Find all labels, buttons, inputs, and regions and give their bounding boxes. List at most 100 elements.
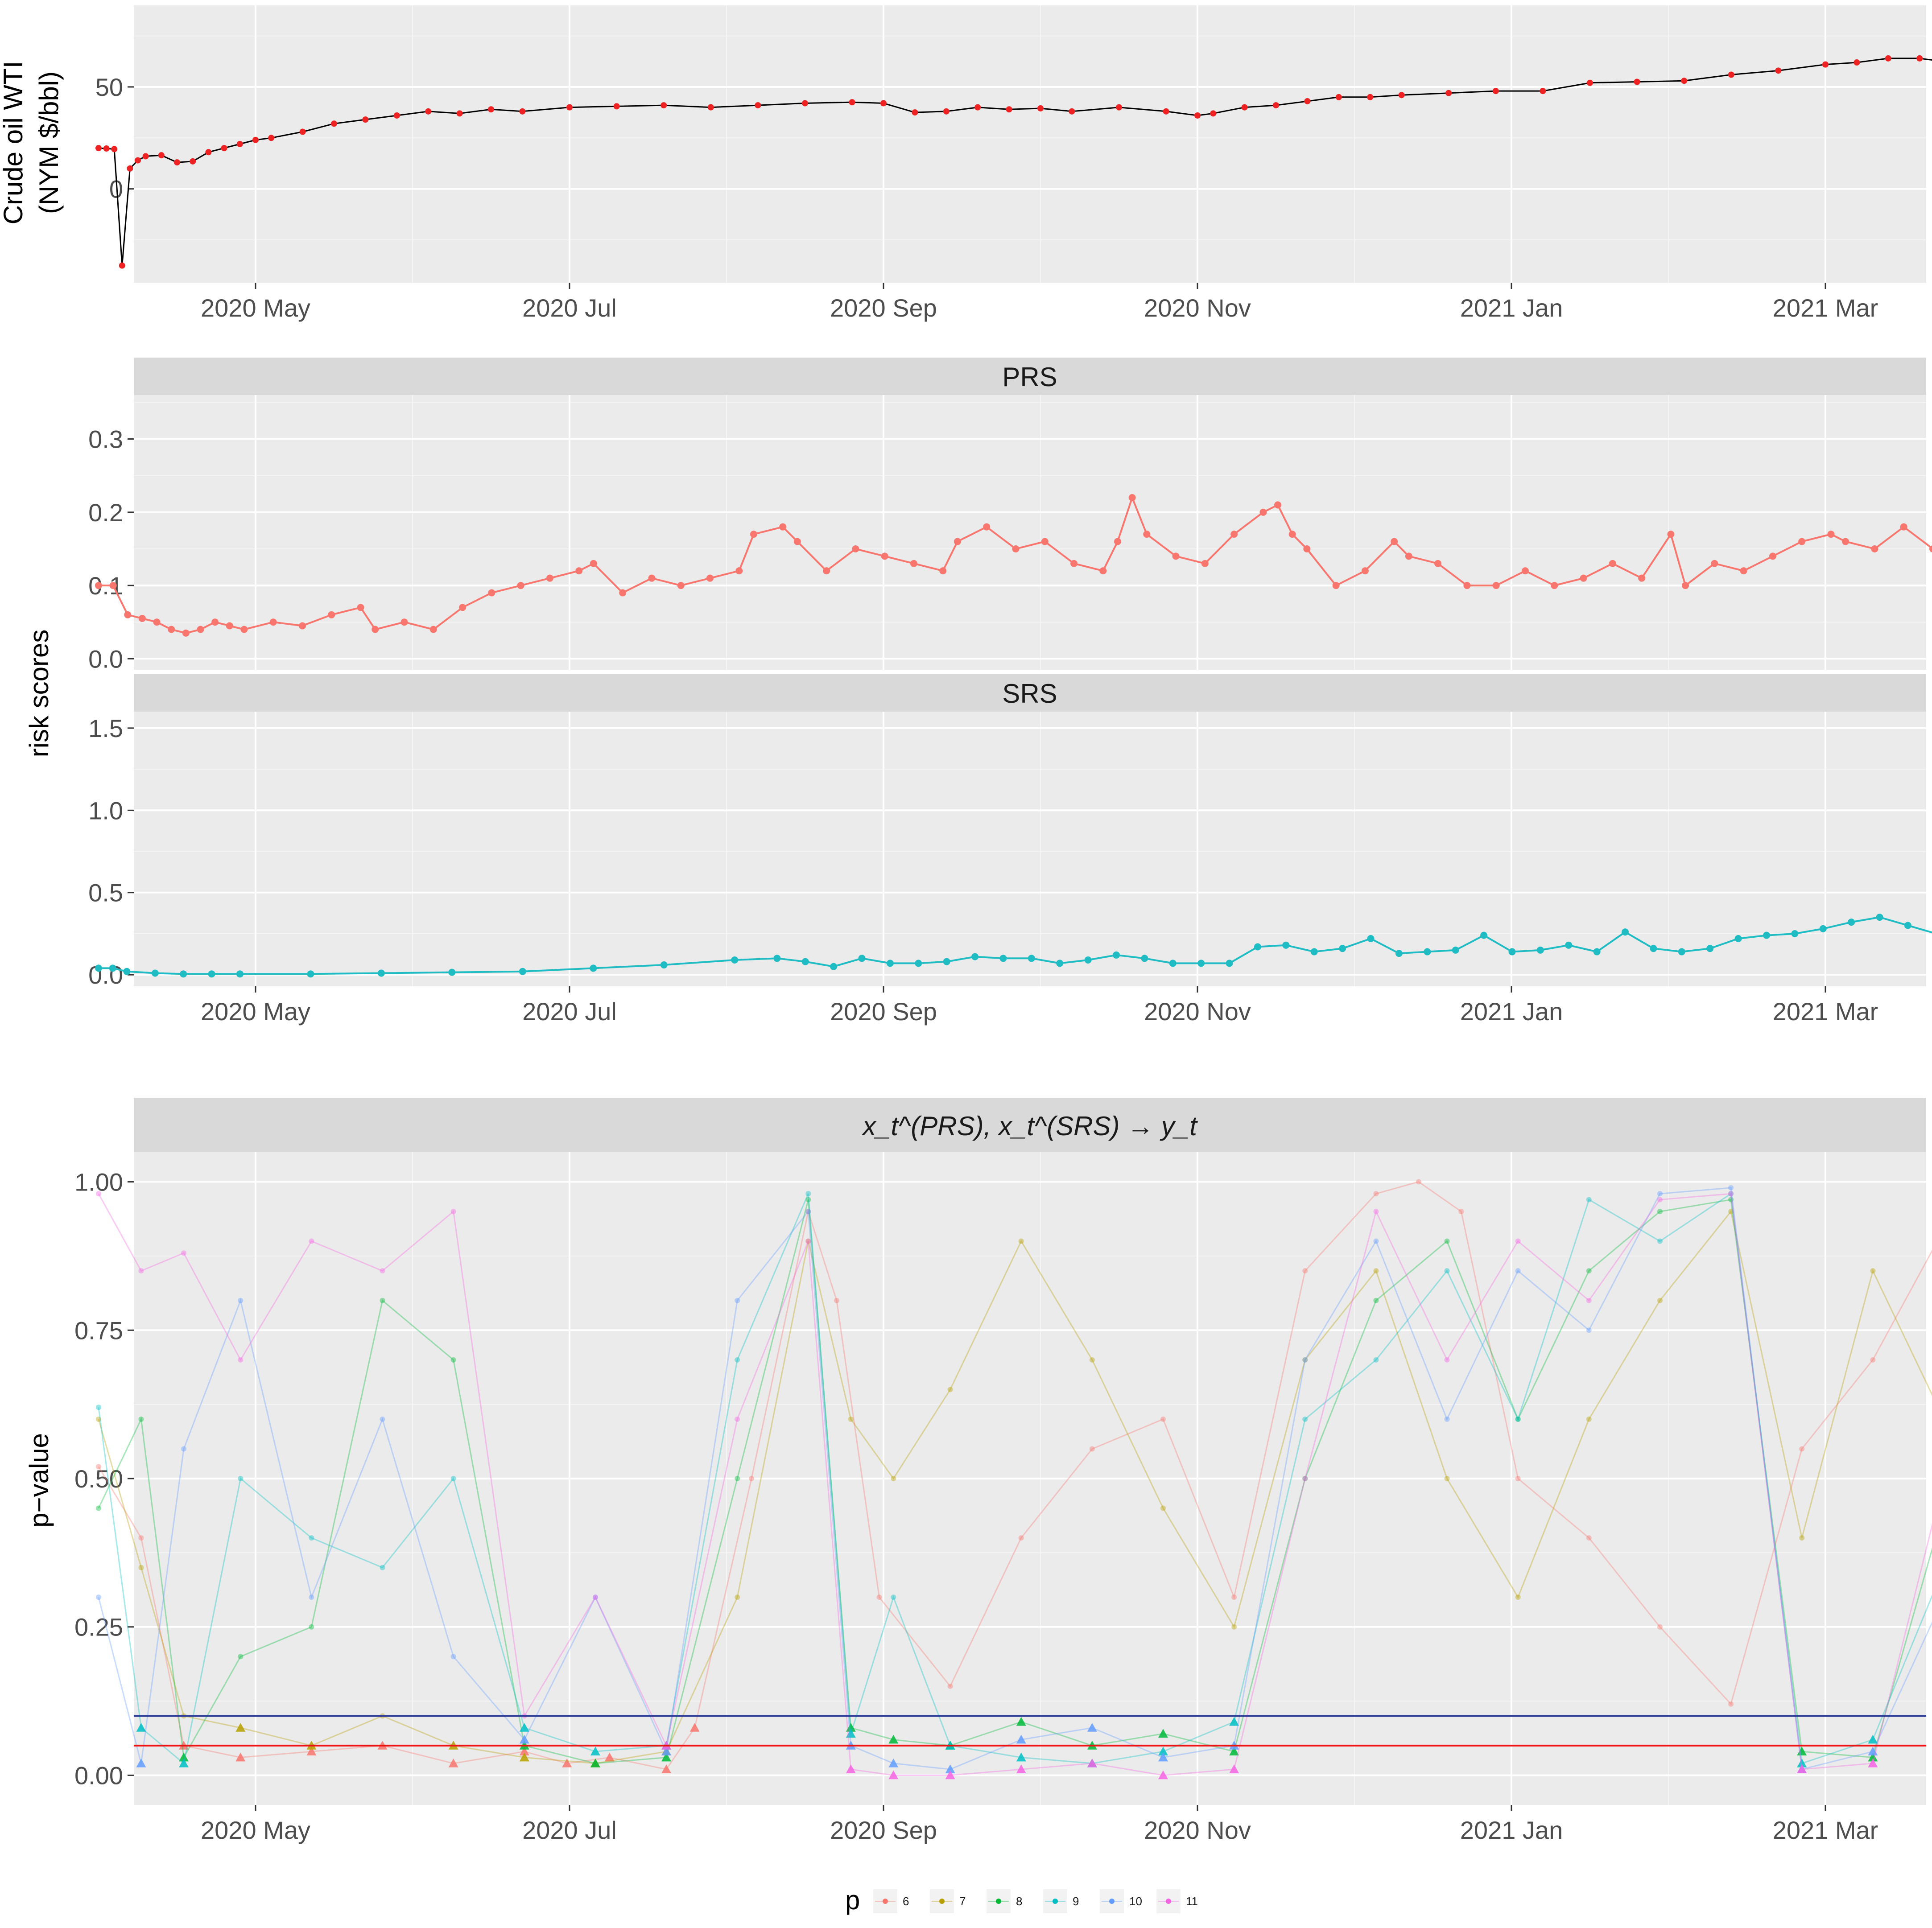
pvalue-series-11-point: [309, 1238, 314, 1244]
oil-point: [393, 112, 400, 119]
pvalue-series-8-point: [1373, 1298, 1379, 1303]
pvalue-series-7-point: [1657, 1298, 1663, 1303]
pvalue-series-6-significant-point: [235, 1752, 246, 1762]
pvalue-series-6-point: [96, 1464, 101, 1470]
legend-label: 7: [959, 1895, 966, 1908]
pvalue-series-6-point: [749, 1476, 755, 1481]
pvalue-series-6-point: [1799, 1446, 1805, 1452]
prs-point: [779, 523, 787, 531]
prs-point: [1580, 574, 1587, 582]
oil-point: [127, 165, 133, 172]
pvalue-series-7-point: [1870, 1268, 1876, 1274]
oil-point: [661, 102, 667, 109]
pvalue-series-10-significant-point: [661, 1747, 672, 1756]
prs-point: [1638, 574, 1646, 582]
srs-x-tick-label: 2021 Mar: [1773, 997, 1878, 1026]
oil-point: [1634, 78, 1640, 85]
oil-point: [174, 159, 180, 166]
srs-point: [1508, 948, 1516, 956]
oil-point: [1273, 102, 1279, 109]
oil-point: [299, 128, 306, 135]
prs-point: [852, 545, 859, 552]
oil-point: [802, 100, 808, 107]
srs-point: [1904, 922, 1911, 929]
pvalue-series-11-point: [805, 1238, 811, 1244]
prs-point: [1041, 538, 1049, 545]
srs-point: [1254, 943, 1261, 951]
oil-point: [943, 108, 949, 115]
prs-point: [197, 626, 204, 633]
srs-point: [1622, 928, 1629, 936]
srs-point: [1650, 945, 1657, 952]
prs-point: [400, 618, 408, 626]
oil-x-tick-label: 2021 Jan: [1460, 294, 1563, 322]
prs-point: [1070, 560, 1078, 567]
pvalue-strip-math: x_t^(PRS), x_t^(SRS) → y_t: [861, 1111, 1198, 1141]
prs-panel: 0.00.10.20.3: [88, 395, 1932, 673]
srs-point: [95, 964, 102, 972]
pvalue-series-9-significant-point: [846, 1729, 856, 1738]
pvalue-series-8-significant-point: [1158, 1729, 1168, 1738]
pvalue-series-11-point: [380, 1268, 385, 1274]
oil-point: [519, 108, 526, 115]
pvalue-y-tick-label: 0.25: [74, 1613, 123, 1641]
pvalue-series-11-point: [138, 1268, 144, 1274]
oil-point: [707, 104, 714, 111]
pvalue-series-6-significant-point: [604, 1752, 615, 1762]
srs-point: [1339, 945, 1346, 952]
srs-point: [999, 955, 1007, 962]
pvalue-series-6-point: [876, 1594, 882, 1600]
pvalue-series-6-point: [1373, 1191, 1379, 1197]
oil-point: [95, 145, 102, 152]
oil-x-tick-label: 2020 May: [201, 294, 310, 322]
oil-point: [252, 136, 259, 143]
pvalue-series-6-point: [1728, 1701, 1734, 1707]
srs-point: [123, 968, 131, 975]
srs-x-tick-label: 2020 Sep: [830, 997, 937, 1026]
oil-point: [1681, 78, 1688, 84]
pvalue-series-10-significant-point: [945, 1764, 955, 1773]
pvalue-series-8-significant-point: [1016, 1717, 1026, 1726]
pvalue-series-7-point: [805, 1238, 811, 1244]
prs-point: [1230, 531, 1238, 538]
pvalue-series-9-point: [380, 1565, 385, 1570]
oil-y-tick-label: 50: [95, 73, 123, 101]
srs-point: [1848, 919, 1855, 926]
oil-point: [1116, 104, 1122, 111]
pvalue-series-9-point: [1444, 1268, 1450, 1274]
oil-point: [236, 141, 243, 147]
srs-strip-label: SRS: [1002, 679, 1057, 709]
srs-point: [1226, 960, 1233, 967]
pvalue-strip-label: x_t^(PRS), x_t^(SRS) → y_t: [861, 1111, 1198, 1141]
pvalue-series-10-line: [98, 1187, 1932, 1770]
pvalue-series-8-point: [380, 1298, 385, 1303]
pvalue-panel: 0.00 0.25 0.50 0.75 1.00 2020 May 2020 Jul 2020…: [74, 1152, 1932, 1844]
pvalue-series-10-point: [1444, 1416, 1450, 1422]
pvalue-series-8-point: [309, 1624, 314, 1630]
pvalue-series-7-point: [1799, 1535, 1805, 1541]
oil-point: [331, 120, 337, 127]
prs-background: [134, 395, 1926, 670]
prs-point: [1929, 545, 1932, 552]
pvalue-series-10-point: [1302, 1357, 1308, 1363]
pvalue-series-11-significant-point: [1797, 1764, 1807, 1773]
pvalue-x-tick-label: 2020 May: [201, 1816, 310, 1844]
pvalue-series-10-significant-point: [519, 1734, 529, 1744]
pvalue-series-10-point: [805, 1209, 811, 1215]
prs-point: [1798, 538, 1806, 545]
pvalue-series-6-point: [1458, 1209, 1464, 1215]
pvalue-series-8-point: [238, 1654, 244, 1660]
pvalue-series-6-point: [834, 1298, 839, 1303]
prs-point: [1667, 531, 1675, 538]
pvalue-series-9-point: [309, 1535, 314, 1541]
pvalue-series-11-significant-point: [1016, 1764, 1026, 1773]
pvalue-series-9-significant-point: [1797, 1758, 1807, 1767]
pvalue-series-11-point: [450, 1209, 456, 1215]
prs-point: [1900, 523, 1907, 531]
prs-point: [1609, 560, 1616, 567]
pvalue-series-10-point: [450, 1654, 456, 1660]
prs-point: [1099, 567, 1107, 575]
pvalue-series-6-significant-point: [562, 1758, 572, 1767]
